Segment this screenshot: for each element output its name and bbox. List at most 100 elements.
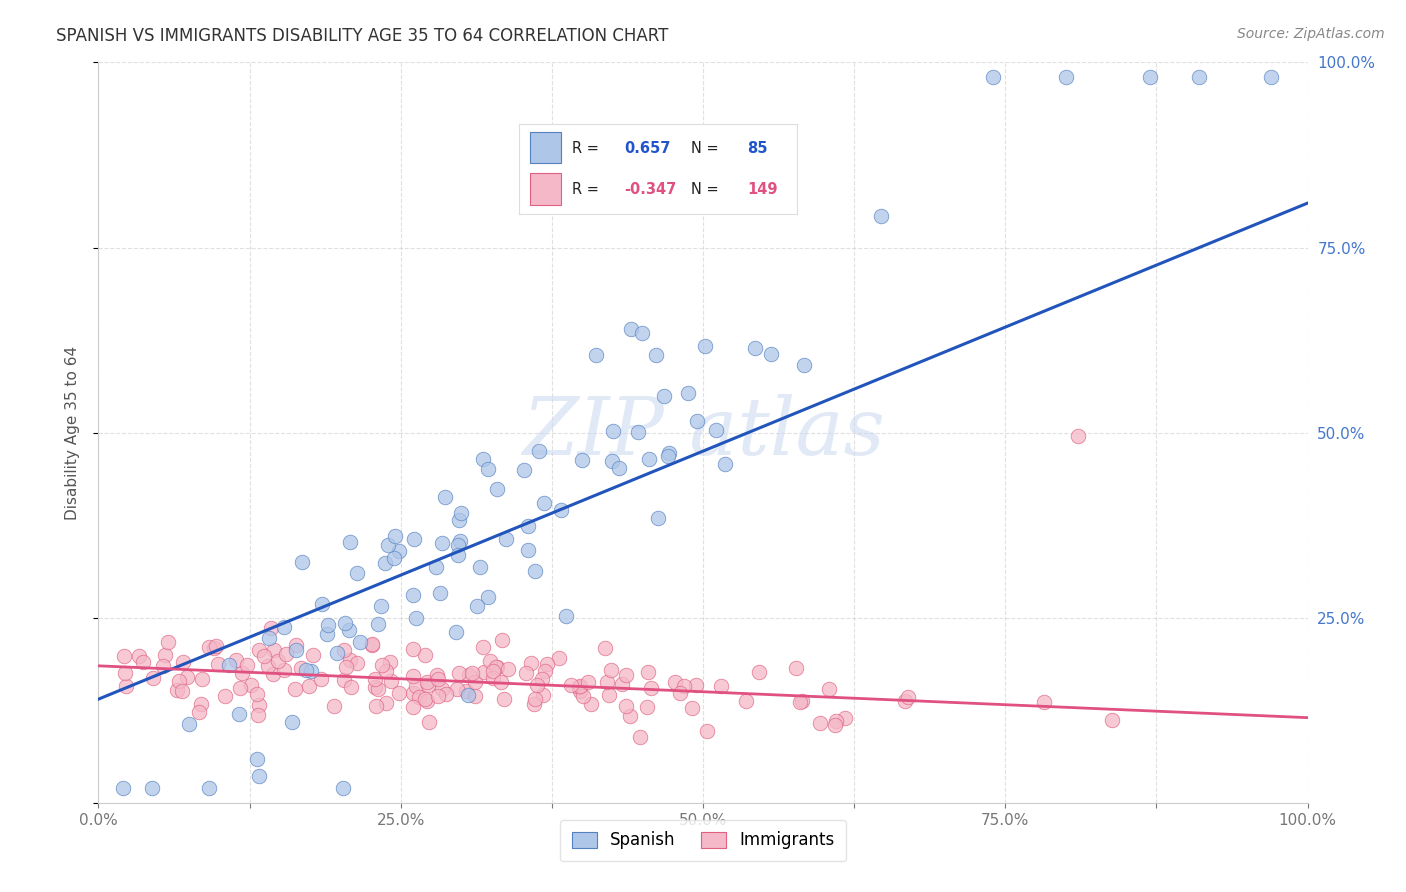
Point <box>430 536 453 550</box>
Point <box>298 680 321 694</box>
Point <box>156 635 179 649</box>
Point <box>301 648 323 662</box>
Point <box>676 386 699 401</box>
Point <box>560 678 582 692</box>
Point <box>520 656 543 670</box>
Point <box>600 454 623 468</box>
Text: -0.347: -0.347 <box>624 182 676 197</box>
Point <box>429 586 451 600</box>
Point <box>478 654 501 668</box>
Point <box>636 700 658 714</box>
Point <box>789 696 811 710</box>
Legend: Spanish, Immigrants: Spanish, Immigrants <box>560 820 846 861</box>
Point <box>447 548 470 562</box>
Point <box>413 692 436 706</box>
Point <box>413 648 436 662</box>
Point <box>824 714 846 728</box>
Point <box>496 662 519 676</box>
Point <box>529 444 551 458</box>
Point <box>260 621 283 635</box>
Point <box>516 519 538 533</box>
Point <box>190 697 212 711</box>
Point <box>808 716 831 731</box>
Point <box>1033 695 1056 709</box>
Point <box>696 724 718 739</box>
Point <box>371 657 394 672</box>
Point <box>652 389 675 403</box>
Point <box>533 496 555 510</box>
Point <box>460 666 482 681</box>
Point <box>759 347 782 361</box>
Point <box>449 666 471 681</box>
Point <box>628 730 651 744</box>
Point <box>155 648 177 662</box>
Point <box>402 642 425 657</box>
Point <box>512 463 534 477</box>
Point <box>387 544 409 558</box>
Point <box>346 656 368 670</box>
Point <box>231 665 253 680</box>
Point <box>172 655 194 669</box>
Point <box>610 677 633 691</box>
Point <box>434 687 457 701</box>
Point <box>309 673 332 687</box>
Point <box>402 589 425 603</box>
Point <box>668 685 690 699</box>
Point <box>191 672 214 686</box>
Point <box>664 675 686 690</box>
Point <box>567 680 589 694</box>
Point <box>333 673 356 687</box>
Point <box>384 529 406 543</box>
Point <box>572 690 595 704</box>
Point <box>523 564 546 578</box>
Point <box>245 752 267 766</box>
Text: R =: R = <box>572 182 599 197</box>
Point <box>824 718 846 732</box>
Text: Source: ZipAtlas.com: Source: ZipAtlas.com <box>1237 27 1385 41</box>
Point <box>311 598 333 612</box>
Point <box>735 693 758 707</box>
Point <box>131 655 153 669</box>
Point <box>585 348 607 362</box>
Point <box>595 674 617 689</box>
Point <box>477 590 499 604</box>
Point <box>515 665 537 680</box>
Point <box>335 615 357 630</box>
Point <box>449 534 471 549</box>
Point <box>465 599 488 613</box>
Point <box>576 675 599 690</box>
Point <box>349 635 371 649</box>
Point <box>426 668 449 682</box>
Point <box>374 696 396 710</box>
Point <box>198 640 221 654</box>
Text: ZIP atlas: ZIP atlas <box>522 394 884 471</box>
Point <box>284 681 307 696</box>
Text: 85: 85 <box>747 141 768 156</box>
Point <box>614 668 637 682</box>
Point <box>263 643 285 657</box>
Point <box>402 686 425 700</box>
Point <box>141 780 163 795</box>
Point <box>325 646 347 660</box>
Point <box>202 641 225 656</box>
Point <box>744 341 766 355</box>
Point <box>1067 429 1090 443</box>
Point <box>416 694 439 708</box>
Point <box>627 425 650 439</box>
Point <box>896 690 918 704</box>
Point <box>247 643 270 657</box>
Point <box>377 538 399 552</box>
FancyBboxPatch shape <box>530 173 561 204</box>
Point <box>640 681 662 696</box>
Point <box>267 654 290 668</box>
Point <box>523 697 546 711</box>
Point <box>335 660 357 674</box>
Point <box>225 653 247 667</box>
Point <box>214 690 236 704</box>
Point <box>554 608 576 623</box>
Point <box>361 638 384 652</box>
Point <box>112 649 135 664</box>
Point <box>693 339 716 353</box>
Point <box>495 532 517 546</box>
Point <box>380 655 402 669</box>
